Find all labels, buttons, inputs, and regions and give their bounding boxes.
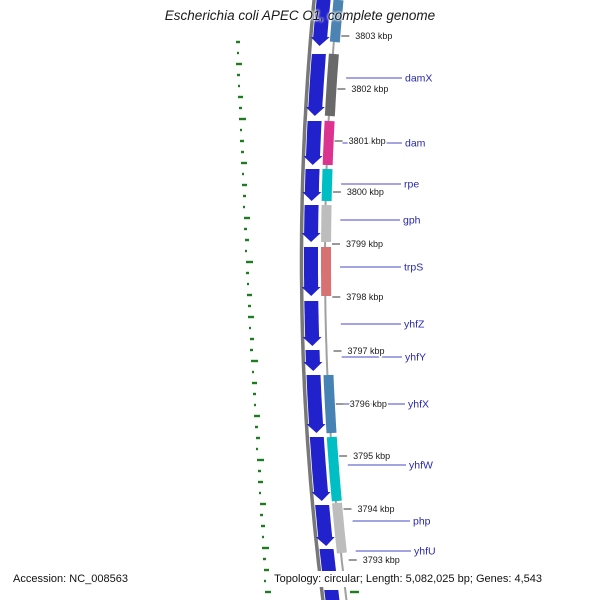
position-tick-label: 3794 kbp: [358, 504, 395, 514]
position-tick-label: 3795 kbp: [353, 451, 390, 461]
gene-label-lines: [340, 77, 411, 552]
position-tick-label: 3798 kbp: [346, 292, 383, 302]
gene-label-yhfY[interactable]: yhfY: [404, 350, 428, 365]
gene-arrow-yhfY[interactable]: [303, 350, 323, 371]
gene-arrow-php[interactable]: [315, 505, 335, 546]
position-tick-label: 3801 kbp: [349, 136, 386, 146]
gene-labels: damX dam rpe gph trpS yhfZ yhfY yhfX yhfW php yhfU: [402, 71, 438, 559]
gene-arrow-rpe[interactable]: [302, 169, 322, 201]
gene-arrow-yhfX[interactable]: [306, 375, 326, 433]
gene-arrow-gph[interactable]: [301, 205, 321, 242]
category-ring: [321, 0, 347, 554]
gene-label-yhfU[interactable]: yhfU: [413, 544, 438, 559]
gene-label-trpS[interactable]: trpS: [403, 260, 425, 275]
gene-label-yhfX[interactable]: yhfX: [407, 397, 431, 412]
category-bar: [324, 53, 339, 117]
category-bar: [323, 374, 337, 434]
gene-label-gph[interactable]: gph: [402, 213, 423, 228]
category-bar: [321, 204, 332, 242]
category-bar: [332, 502, 347, 554]
gene-arrow-dam[interactable]: [303, 121, 323, 165]
position-tick-label: 3796 kbp: [350, 399, 387, 409]
status-topology: Topology: circular; Length: 5,082,025 bp…: [271, 571, 545, 587]
position-ticks: [332, 35, 357, 561]
gene-label-yhfW[interactable]: yhfW: [408, 458, 435, 473]
position-tick-label: 3797 kbp: [348, 346, 385, 356]
status-accession: Accession: NC_008563: [10, 571, 131, 587]
position-tick-labels: 3803 kbp 3802 kbp 3801 kbp 3800 kbp 3799 kbp…: [345, 30, 402, 567]
gene-label-rpe[interactable]: rpe: [403, 177, 421, 192]
status-bar: Accession: NC_008563 Topology: circular;…: [0, 571, 600, 587]
category-bar: [322, 120, 335, 166]
gene-label-damX[interactable]: damX: [404, 71, 434, 86]
position-tick-label: 3803 kbp: [355, 31, 392, 41]
gene-arrow-trpS[interactable]: [301, 247, 321, 296]
gc-plot-ring: [236, 40, 359, 594]
position-tick-label: 3799 kbp: [346, 239, 383, 249]
gene-arrow-yhfZ[interactable]: [302, 301, 322, 346]
gene-arrow-partial[interactable]: [310, 0, 332, 46]
position-tick-label: 3793 kbp: [363, 555, 400, 565]
gene-ring: [301, 0, 343, 600]
category-bar: [321, 168, 333, 202]
position-tick-label: 3800 kbp: [347, 187, 384, 197]
gene-label-php[interactable]: php: [412, 514, 433, 529]
gene-label-dam[interactable]: dam: [404, 136, 428, 151]
gene-arrow-partial[interactable]: [324, 590, 343, 600]
gene-arrow-damX[interactable]: [305, 54, 326, 116]
backbone-outer-edge: [299, 0, 325, 600]
gene-label-yhfZ[interactable]: yhfZ: [403, 317, 427, 332]
position-tick-label: 3802 kbp: [351, 84, 388, 94]
category-bar: [326, 436, 342, 502]
gene-arrow-yhfW[interactable]: [309, 437, 331, 501]
category-bar: [329, 0, 344, 43]
